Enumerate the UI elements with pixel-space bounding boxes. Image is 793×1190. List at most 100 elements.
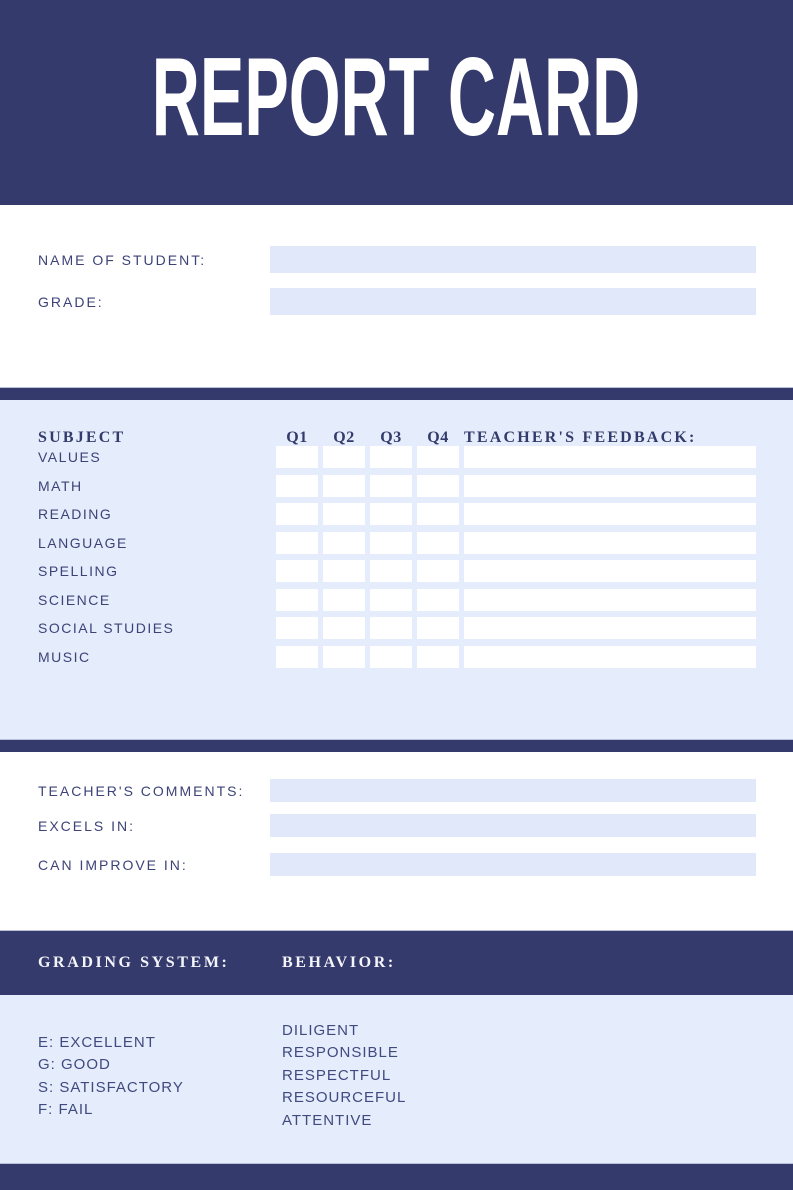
excels-in-label: EXCELS IN: (38, 817, 136, 834)
grade-box-q4[interactable] (417, 446, 459, 468)
list-item: RESPONSIBLE (282, 1044, 399, 1062)
table-row-science: SCIENCE (38, 588, 756, 611)
grade-box-q3[interactable] (370, 645, 412, 668)
teachers-comments-label: TEACHER'S COMMENTS: (38, 782, 245, 799)
feedback-box[interactable] (464, 531, 756, 554)
subject-label: SPELLING (38, 563, 119, 579)
q1-column-header: Q1 (286, 428, 308, 446)
grades-table-section: SUBJECT Q1 Q2 Q3 Q4 TEACHER'S FEEDBACK: … (0, 400, 793, 739)
excels-in-row: EXCELS IN: (0, 814, 756, 837)
grade-box-q4[interactable] (417, 560, 459, 582)
grading-system-list: E: EXCELLENT G: GOOD S: SATISFACTORY F: … (38, 1032, 282, 1122)
page-title: REPORT CARD (152, 35, 641, 159)
grade-box-q2[interactable] (323, 531, 365, 554)
grades-table-header: SUBJECT Q1 Q2 Q3 Q4 TEACHER'S FEEDBACK: (38, 400, 756, 446)
legend-header-band: GRADING SYSTEM: BEHAVIOR: (0, 930, 793, 995)
grade-box-q3[interactable] (370, 474, 412, 497)
grade-box-q4[interactable] (417, 503, 459, 525)
grade-field[interactable] (270, 288, 756, 315)
grade-label: GRADE: (38, 293, 104, 310)
feedback-box[interactable] (464, 617, 756, 639)
list-item: E: EXCELLENT (38, 1034, 156, 1051)
teachers-comments-field[interactable] (270, 779, 756, 802)
grade-box-q2[interactable] (323, 474, 365, 497)
behavior-header: BEHAVIOR: (282, 954, 396, 971)
q3-column-header: Q3 (380, 428, 402, 446)
subject-column-header: SUBJECT (38, 428, 126, 446)
grade-box-q1[interactable] (276, 560, 318, 582)
q2-column-header: Q2 (333, 428, 355, 446)
grade-box-q4[interactable] (417, 617, 459, 639)
list-item: F: FAIL (38, 1101, 94, 1119)
subject-label: SCIENCE (38, 591, 111, 608)
behavior-list: DILIGENT RESPONSIBLE RESPECTFUL RESOURCE… (282, 1020, 793, 1132)
grade-box-q1[interactable] (276, 531, 318, 554)
feedback-box[interactable] (464, 446, 756, 468)
list-item: G: GOOD (38, 1056, 111, 1074)
grading-system-header: GRADING SYSTEM: (38, 954, 230, 971)
grade-box-q2[interactable] (323, 617, 365, 639)
student-grade-row: GRADE: (0, 288, 756, 315)
table-row-values: VALUES (38, 446, 756, 468)
grade-box-q1[interactable] (276, 645, 318, 668)
feedback-box[interactable] (464, 474, 756, 497)
q4-column-header: Q4 (427, 428, 449, 446)
feedback-column-header: TEACHER'S FEEDBACK: (464, 428, 697, 446)
table-row-music: MUSIC (38, 645, 756, 668)
list-item: RESPECTFUL (282, 1066, 392, 1084)
grade-box-q3[interactable] (370, 588, 412, 611)
section-divider (0, 739, 793, 752)
feedback-box[interactable] (464, 560, 756, 582)
grade-box-q2[interactable] (323, 588, 365, 611)
legend-body-section: E: EXCELLENT G: GOOD S: SATISFACTORY F: … (0, 995, 793, 1163)
table-row-language: LANGUAGE (38, 531, 756, 554)
header-banner: REPORT CARD (0, 0, 793, 205)
grade-box-q1[interactable] (276, 446, 318, 468)
can-improve-in-field[interactable] (270, 853, 756, 876)
grade-box-q1[interactable] (276, 617, 318, 639)
list-item: DILIGENT (282, 1022, 360, 1039)
grade-box-q4[interactable] (417, 645, 459, 668)
list-item: S: SATISFACTORY (38, 1078, 184, 1096)
feedback-box[interactable] (464, 588, 756, 611)
feedback-box[interactable] (464, 503, 756, 525)
subject-label: MUSIC (38, 648, 91, 665)
grade-box-q3[interactable] (370, 617, 412, 639)
grade-box-q1[interactable] (276, 503, 318, 525)
name-of-student-field[interactable] (270, 246, 756, 273)
grade-box-q3[interactable] (370, 446, 412, 468)
section-divider (0, 387, 793, 400)
grade-box-q2[interactable] (323, 645, 365, 668)
subject-label: MATH (38, 477, 83, 494)
list-item: ATTENTIVE (282, 1111, 373, 1129)
grade-box-q3[interactable] (370, 503, 412, 525)
subject-label: LANGUAGE (38, 534, 128, 551)
name-of-student-label: NAME OF STUDENT: (38, 251, 207, 268)
grade-box-q4[interactable] (417, 474, 459, 497)
subject-label: VALUES (38, 449, 102, 465)
footer-band (0, 1163, 793, 1190)
table-row-reading: READING (38, 503, 756, 525)
grade-box-q2[interactable] (323, 560, 365, 582)
table-row-social-studies: SOCIAL STUDIES (38, 617, 756, 639)
can-improve-in-row: CAN IMPROVE IN: (0, 853, 756, 876)
excels-in-field[interactable] (270, 814, 756, 837)
student-info-section: NAME OF STUDENT: GRADE: (0, 246, 793, 387)
list-item: RESOURCEFUL (282, 1089, 407, 1107)
table-row-math: MATH (38, 474, 756, 497)
subject-label: SOCIAL STUDIES (38, 620, 175, 636)
comments-section: TEACHER'S COMMENTS: EXCELS IN: CAN IMPRO… (0, 779, 793, 930)
grade-box-q4[interactable] (417, 531, 459, 554)
grade-box-q4[interactable] (417, 588, 459, 611)
grade-box-q2[interactable] (323, 503, 365, 525)
grade-box-q3[interactable] (370, 531, 412, 554)
teachers-comments-row: TEACHER'S COMMENTS: (0, 779, 756, 802)
grade-box-q2[interactable] (323, 446, 365, 468)
grade-box-q1[interactable] (276, 474, 318, 497)
grade-box-q1[interactable] (276, 588, 318, 611)
feedback-box[interactable] (464, 645, 756, 668)
can-improve-in-label: CAN IMPROVE IN: (38, 856, 188, 873)
subject-label: READING (38, 506, 113, 522)
student-name-row: NAME OF STUDENT: (0, 246, 756, 273)
grade-box-q3[interactable] (370, 560, 412, 582)
